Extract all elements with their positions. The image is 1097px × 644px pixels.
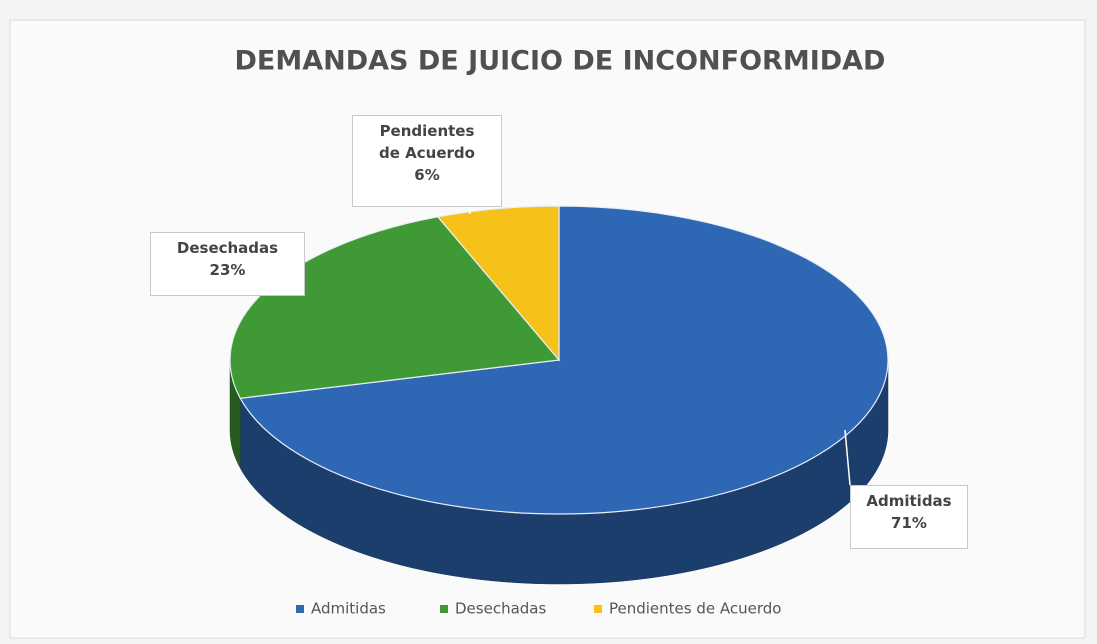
legend-label: Admitidas xyxy=(311,600,386,618)
legend-marker xyxy=(296,605,304,613)
data-label: Desechadas 23% xyxy=(150,232,305,296)
data-label-value: 23% xyxy=(209,261,246,279)
data-label-name: Pendientes de Acuerdo xyxy=(379,122,475,162)
legend-marker xyxy=(594,605,602,613)
data-label: Admitidas 71% xyxy=(850,485,968,549)
leader-line xyxy=(844,429,851,486)
data-label-name: Desechadas xyxy=(176,239,279,257)
data-label-value: 71% xyxy=(891,514,927,532)
pie-slice xyxy=(239,205,889,515)
chart-title: DEMANDAS DE JUICIO DE INCONFORMIDAD xyxy=(235,46,886,77)
data-label-value: 6% xyxy=(414,166,440,184)
legend-label: Pendientes de Acuerdo xyxy=(609,600,781,618)
legend-marker xyxy=(440,605,448,613)
data-label-name: Admitidas xyxy=(866,492,952,510)
pie-slice xyxy=(436,205,560,362)
legend-label: Desechadas xyxy=(455,600,546,618)
data-label: Pendientes de Acuerdo 6% xyxy=(352,115,502,207)
